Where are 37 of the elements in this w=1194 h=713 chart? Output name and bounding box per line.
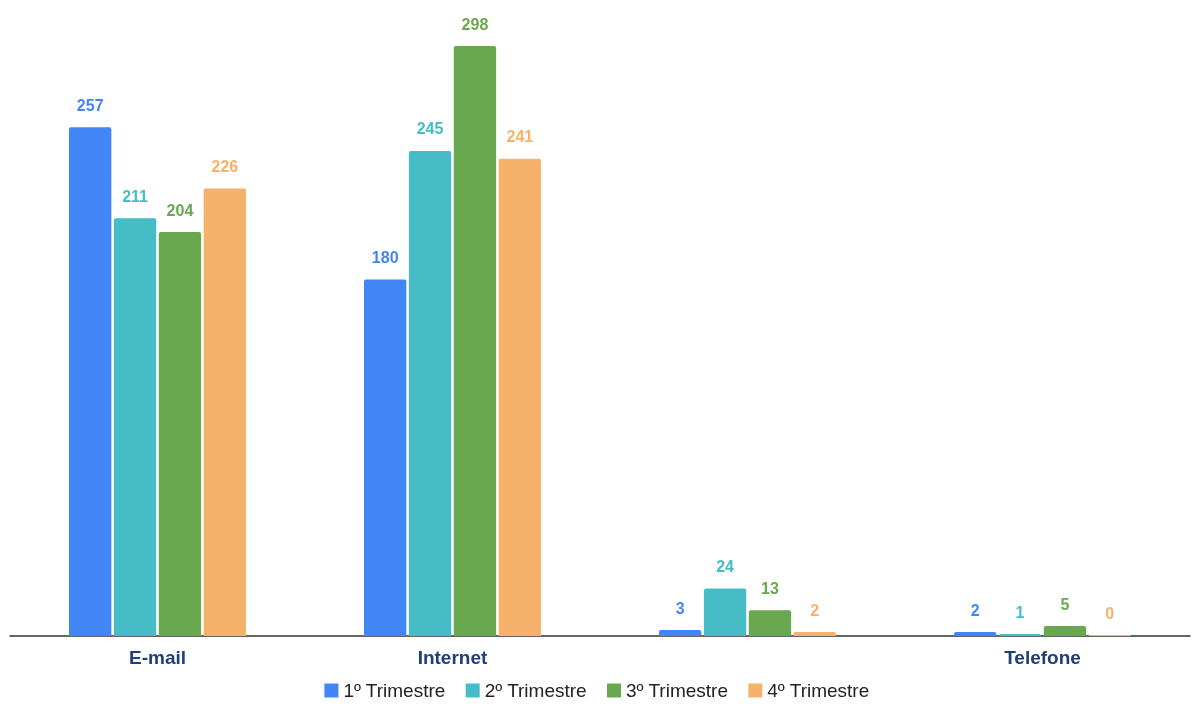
data-label: 298	[461, 15, 489, 33]
data-label: 241	[506, 128, 534, 146]
bar	[203, 188, 246, 636]
legend-label: 1º Trimestre	[343, 680, 446, 701]
data-label: 2	[810, 601, 820, 619]
legend-label: 2º Trimestre	[484, 680, 587, 701]
x-tick-label: Internet	[417, 647, 488, 668]
data-label: 24	[716, 557, 735, 575]
data-label: 257	[76, 96, 104, 114]
bar	[659, 630, 702, 636]
data-label: 0	[1105, 604, 1115, 622]
legend-label: 3º Trimestre	[626, 680, 728, 701]
data-label: 13	[761, 579, 779, 597]
data-label: 1	[1015, 603, 1025, 621]
data-label: 226	[211, 158, 239, 176]
bar	[453, 46, 497, 636]
x-tick-label: E-mail	[128, 647, 187, 668]
x-tick-label: Telefone	[1004, 647, 1081, 668]
data-label: 2	[970, 601, 980, 619]
data-label: 204	[166, 201, 194, 219]
data-label: 211	[122, 187, 149, 205]
bar	[158, 232, 202, 636]
bar	[69, 127, 112, 636]
data-label: 5	[1060, 595, 1070, 613]
bar	[498, 158, 541, 636]
bar	[793, 632, 836, 636]
data-label: 245	[416, 120, 444, 138]
data-label: 180	[371, 249, 399, 267]
data-label: 3	[675, 599, 685, 617]
bar	[954, 632, 997, 636]
bar	[364, 279, 407, 636]
bar	[1043, 626, 1087, 636]
bar	[703, 588, 747, 636]
bar	[113, 218, 157, 636]
legend-label: 4º Trimestre	[767, 680, 870, 701]
bar	[408, 150, 452, 636]
bar	[748, 610, 792, 636]
